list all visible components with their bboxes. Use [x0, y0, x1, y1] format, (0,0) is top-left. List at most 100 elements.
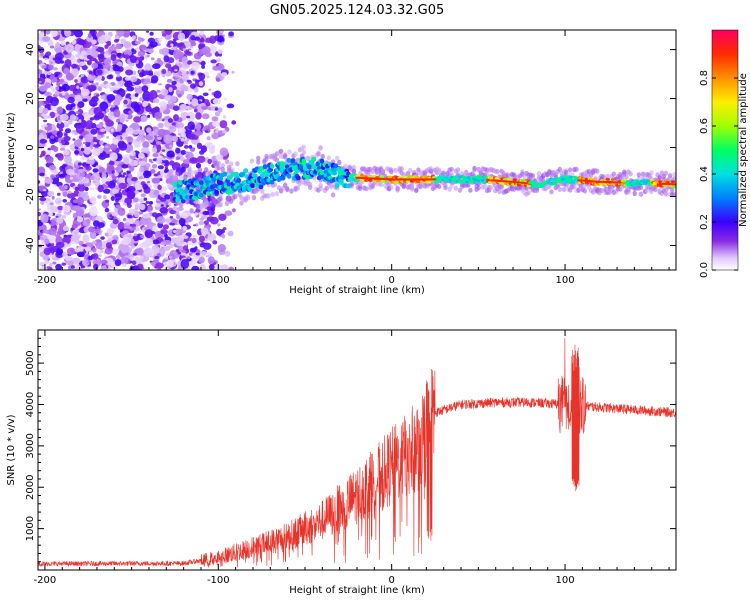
- spectrogram-cell: [148, 248, 154, 253]
- spectrogram-cell: [96, 123, 103, 129]
- spectrogram-cell: [74, 150, 79, 155]
- snr-y-tick-label: 1000: [25, 516, 36, 541]
- spectrogram-cell: [65, 43, 74, 53]
- spectrogram-cell: [179, 202, 184, 208]
- spectrogram-cell: [345, 183, 351, 189]
- spectrogram-cell: [116, 49, 120, 53]
- spectrogram-y-tick-label: 40: [25, 43, 36, 56]
- spectrogram-cell: [57, 153, 64, 161]
- spectrogram-cell: [107, 177, 113, 182]
- spectrogram-cell: [65, 128, 71, 134]
- spectrogram-cell: [77, 102, 83, 107]
- spectrogram-cell: [165, 252, 170, 256]
- spectrogram-cell: [202, 210, 210, 216]
- spectrogram-cell: [175, 122, 185, 129]
- spectrogram-cell: [77, 162, 82, 166]
- spectrogram-cell: [78, 61, 86, 66]
- spectrogram-cell: [206, 252, 213, 258]
- spectrogram-cell: [151, 177, 161, 184]
- spectrogram-cell: [632, 190, 637, 197]
- spectrogram-cell: [58, 106, 62, 111]
- spectrogram-cell: [44, 124, 48, 128]
- spectrogram-cell: [145, 200, 150, 205]
- spectrogram-cell: [136, 137, 141, 142]
- spectrogram-cell: [231, 120, 237, 125]
- spectrogram-cell: [301, 144, 307, 150]
- spectrogram-cell: [88, 74, 92, 79]
- spectrogram-cell: [324, 185, 329, 191]
- spectrogram-cell: [171, 80, 177, 85]
- spectrogram-cell: [174, 69, 178, 72]
- spectrogram-cell: [286, 157, 292, 163]
- spectrogram-cell: [139, 129, 145, 137]
- spectrogram-cell: [368, 179, 373, 182]
- spectrogram-cell: [667, 173, 673, 179]
- spectrogram-cell: [78, 168, 84, 173]
- spectrogram-cell: [270, 191, 275, 197]
- spectrogram-y-label: Frequency (Hz): [6, 112, 17, 188]
- spectrogram-cell: [152, 225, 158, 232]
- spectrogram-cell: [449, 183, 454, 189]
- spectrogram-cell: [62, 251, 68, 257]
- spectrogram-cell: [196, 142, 203, 150]
- spectrogram-cell: [160, 88, 169, 96]
- spectrogram-cell: [208, 88, 212, 91]
- spectrogram-cell: [97, 36, 106, 44]
- spectrogram-cell: [43, 119, 48, 123]
- spectrogram-cell: [649, 170, 654, 176]
- spectrogram-cell: [169, 95, 177, 103]
- spectrogram-cell: [235, 161, 240, 167]
- spectrogram-cell: [114, 259, 122, 267]
- spectrogram-cell: [38, 32, 46, 38]
- spectrogram-cell: [140, 115, 148, 123]
- spectrogram-cell: [441, 171, 446, 177]
- spectrogram-cell: [443, 185, 448, 191]
- spectrogram-cell: [148, 131, 157, 137]
- spectrogram-cell: [114, 94, 122, 103]
- spectrogram-cell: [256, 159, 261, 165]
- spectrogram-cell: [148, 48, 155, 54]
- spectrogram-cell: [385, 179, 390, 183]
- spectrogram-cell: [91, 39, 97, 45]
- spectrogram-cell: [206, 136, 211, 141]
- spectrogram-cell: [69, 177, 74, 180]
- spectrogram-cell: [125, 69, 134, 76]
- spectrogram-cell: [130, 76, 138, 83]
- spectrogram-cell: [59, 113, 69, 121]
- spectrogram-cell: [63, 67, 70, 75]
- spectrogram-cell: [96, 69, 103, 76]
- spectrogram-cell: [40, 52, 44, 57]
- spectrogram-cell: [266, 193, 271, 199]
- spectrogram-cell: [156, 216, 166, 224]
- spectrogram-cell: [145, 163, 151, 168]
- spectrogram-cell: [89, 206, 98, 217]
- spectrogram-cell: [193, 195, 199, 201]
- spectrogram-cell: [472, 175, 477, 179]
- spectrogram-cell: [137, 50, 146, 57]
- spectrogram-cell: [190, 83, 196, 89]
- spectrogram-cell: [75, 124, 84, 134]
- spectrogram-cell: [181, 56, 189, 64]
- spectrogram-cell: [187, 255, 191, 260]
- spectrogram-cell: [100, 250, 104, 253]
- spectrogram-cell: [47, 115, 51, 119]
- spectrogram-cell: [335, 155, 340, 161]
- spectrogram-cell: [74, 79, 78, 83]
- spectrogram-cell: [114, 171, 119, 177]
- spectrogram-cell: [337, 159, 342, 165]
- spectrogram-cell: [180, 259, 190, 269]
- spectrogram-cell: [213, 90, 222, 99]
- spectrogram-cell: [60, 40, 66, 46]
- spectrogram-cell: [142, 141, 150, 149]
- spectrogram-cell: [138, 152, 145, 159]
- spectrogram-cell: [166, 78, 173, 83]
- spectrogram-cell: [547, 183, 552, 190]
- spectrogram-cell: [49, 262, 53, 267]
- spectrogram-cell: [219, 30, 225, 33]
- spectrogram-cell: [177, 93, 182, 98]
- spectrogram-cell: [187, 48, 192, 51]
- spectrogram-cell: [121, 164, 129, 169]
- spectrogram-cell: [160, 197, 167, 202]
- spectrogram-cell: [126, 33, 130, 37]
